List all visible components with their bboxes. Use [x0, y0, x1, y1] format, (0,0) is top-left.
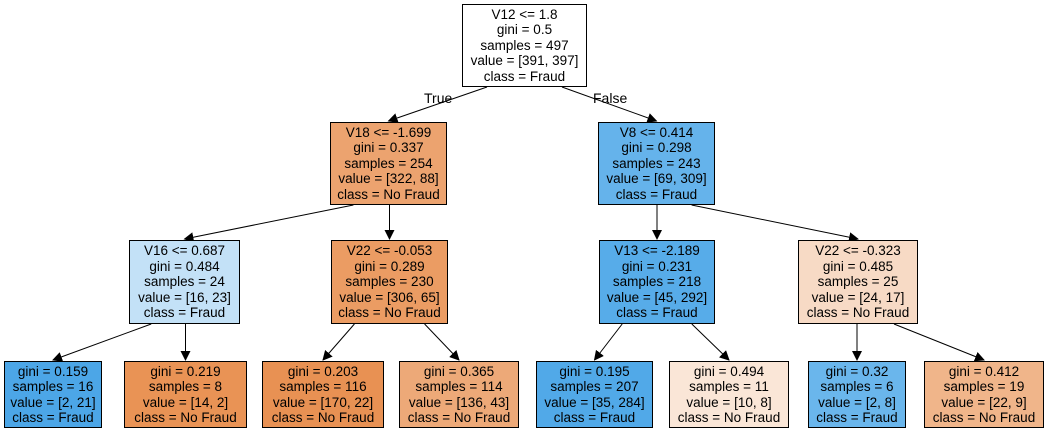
node-value-text: value = [69, 309] — [606, 171, 707, 187]
node-split-text: V22 <= -0.053 — [346, 243, 433, 259]
node-gini-text: gini = 0.203 — [287, 363, 359, 379]
node-split-text: V12 <= 1.8 — [491, 6, 558, 22]
node-class-text: class = No Fraud — [134, 410, 237, 425]
node-gini-text: gini = 0.159 — [17, 363, 89, 379]
node-value-text: value = [14, 2] — [142, 394, 229, 410]
node-gini-text: gini = 0.298 — [621, 140, 692, 156]
node-samples-text: samples = 116 — [279, 379, 367, 394]
node-value-text: value = [2, 8] — [818, 394, 896, 410]
node-value-text: value = [391, 397] — [470, 53, 579, 69]
node-samples-text: samples = 25 — [817, 274, 899, 290]
node-class-text: class = Fraud — [483, 68, 566, 84]
node-value-text: value = [24, 17] — [811, 289, 905, 305]
edge-n1-n3 — [183, 204, 354, 243]
node-class-text: class = Fraud — [615, 186, 698, 202]
node-value-text: value = [45, 292] — [606, 289, 708, 305]
node-samples-text: samples = 6 — [820, 379, 894, 394]
node-split-text: V22 <= -0.323 — [815, 243, 901, 259]
tree-node-n0: V12 <= 1.8 gini = 0.5 samples = 497 value =… — [462, 4, 587, 87]
node-value-text: value = [2, 21] — [10, 394, 96, 410]
edge-n6-n14 — [893, 323, 985, 362]
node-class-text: class = Fraud — [616, 305, 698, 321]
node-class-text: class = No Fraud — [271, 410, 375, 425]
node-value-text: value = [306, 65] — [339, 289, 440, 305]
node-value-text: value = [35, 284] — [544, 394, 645, 410]
node-samples-text: samples = 16 — [12, 379, 94, 394]
edge-n0-n1 — [387, 86, 488, 123]
node-class-text: class = No Fraud — [806, 305, 910, 321]
tree-node-n4: V22 <= -0.053 gini = 0.289 samples = 230 va… — [331, 240, 448, 324]
edge-n5-n11 — [593, 323, 623, 361]
node-split-text: V13 <= -2.189 — [614, 243, 700, 259]
node-gini-text: gini = 0.494 — [693, 363, 765, 379]
node-gini-text: gini = 0.231 — [621, 258, 693, 274]
edge-n2-n6 — [691, 204, 859, 243]
tree-node-n10: gini = 0.365 samples = 114 value = [136, 4… — [399, 361, 519, 428]
node-value-text: value = [136, 43] — [408, 394, 510, 410]
node-split-text: V18 <= -1.699 — [345, 124, 432, 140]
node-class-text: class = No Fraud — [677, 410, 781, 425]
edge-label-true: True — [424, 90, 453, 106]
node-samples-text: samples = 230 — [345, 274, 434, 290]
node-value-text: value = [10, 8] — [686, 394, 772, 410]
node-gini-text: gini = 0.195 — [559, 363, 630, 379]
node-class-text: class = No Fraud — [932, 410, 1036, 425]
node-samples-text: samples = 207 — [550, 379, 639, 394]
edge-n4-n10 — [424, 323, 460, 361]
node-class-text: class = Fraud — [143, 305, 226, 321]
tree-node-n13: gini = 0.32 samples = 6 value = [2, 8] clas… — [808, 361, 906, 428]
node-samples-text: samples = 497 — [480, 37, 569, 53]
node-class-text: class = No Fraud — [337, 186, 440, 202]
tree-node-n8: gini = 0.219 samples = 8 value = [14, 2] cl… — [124, 361, 247, 428]
node-split-text: V16 <= 0.687 — [143, 243, 226, 259]
node-value-text: value = [22, 9] — [941, 394, 1027, 410]
edge-n0-n2 — [561, 86, 658, 123]
tree-node-n1: V18 <= -1.699 gini = 0.337 samples = 254 va… — [330, 122, 447, 205]
tree-node-n5: V13 <= -2.189 gini = 0.231 samples = 218 va… — [599, 240, 715, 324]
tree-node-n14: gini = 0.412 samples = 19 value = [22, 9] c… — [924, 361, 1044, 428]
edge-n5-n12 — [691, 323, 730, 361]
node-samples-text: samples = 254 — [344, 155, 433, 171]
edge-label-false: False — [593, 90, 628, 106]
node-samples-text: samples = 8 — [148, 379, 223, 394]
node-class-text: class = No Fraud — [407, 410, 511, 425]
node-class-text: class = Fraud — [12, 410, 94, 425]
node-gini-text: gini = 0.5 — [496, 22, 553, 38]
node-samples-text: samples = 218 — [612, 274, 702, 290]
node-class-text: class = No Fraud — [338, 305, 441, 321]
edge-n3-n7 — [52, 323, 152, 362]
tree-node-n7: gini = 0.159 samples = 16 value = [2, 21] c… — [4, 361, 102, 428]
node-class-text: class = Fraud — [816, 410, 898, 425]
node-value-text: value = [170, 22] — [272, 394, 374, 410]
node-samples-text: samples = 114 — [415, 379, 503, 394]
tree-node-n12: gini = 0.494 samples = 11 value = [10, 8] c… — [669, 361, 789, 428]
node-samples-text: samples = 11 — [689, 379, 769, 394]
node-value-text: value = [322, 88] — [338, 171, 439, 187]
node-samples-text: samples = 19 — [943, 379, 1025, 394]
node-gini-text: gini = 0.32 — [825, 363, 889, 379]
tree-node-n3: V16 <= 0.687 gini = 0.484 samples = 24 valu… — [129, 240, 240, 324]
tree-node-n2: V8 <= 0.414 gini = 0.298 samples = 243 valu… — [598, 122, 715, 205]
tree-node-n9: gini = 0.203 samples = 116 value = [170, 2… — [262, 361, 384, 428]
node-split-text: V8 <= 0.414 — [619, 124, 694, 140]
node-gini-text: gini = 0.484 — [149, 258, 220, 274]
node-samples-text: samples = 24 — [144, 274, 225, 290]
node-gini-text: gini = 0.219 — [150, 363, 221, 379]
node-gini-text: gini = 0.412 — [948, 363, 1020, 379]
node-samples-text: samples = 243 — [612, 155, 701, 171]
node-value-text: value = [16, 23] — [138, 289, 231, 305]
node-gini-text: gini = 0.485 — [822, 258, 894, 274]
tree-node-n11: gini = 0.195 samples = 207 value = [35, 28… — [536, 361, 653, 428]
edge-n4-n9 — [322, 323, 355, 361]
tree-node-n6: V22 <= -0.323 gini = 0.485 samples = 25 val… — [798, 240, 918, 324]
node-gini-text: gini = 0.289 — [354, 258, 425, 274]
node-class-text: class = Fraud — [553, 410, 636, 425]
node-gini-text: gini = 0.337 — [353, 140, 424, 156]
node-gini-text: gini = 0.365 — [423, 363, 495, 379]
